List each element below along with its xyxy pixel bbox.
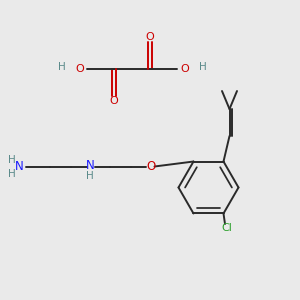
Text: O: O	[146, 160, 155, 173]
Text: O: O	[75, 64, 84, 74]
Text: H: H	[58, 62, 65, 73]
Text: H: H	[86, 171, 94, 182]
Text: Cl: Cl	[221, 224, 232, 233]
Text: H: H	[8, 169, 16, 179]
Text: N: N	[14, 160, 23, 173]
Text: H: H	[8, 155, 16, 165]
Text: O: O	[180, 64, 189, 74]
Text: H: H	[199, 62, 206, 73]
Text: O: O	[110, 95, 118, 106]
Text: O: O	[146, 32, 154, 43]
Text: N: N	[85, 159, 94, 172]
